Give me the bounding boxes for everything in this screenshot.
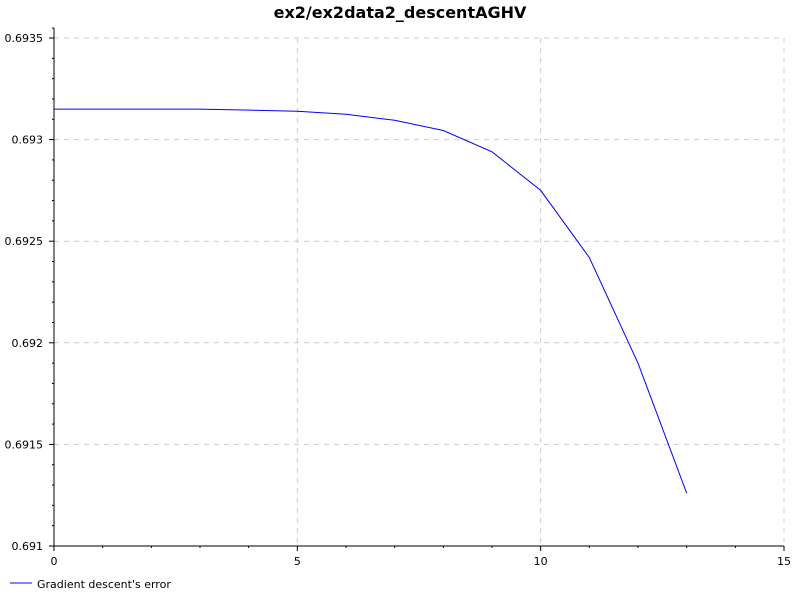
y-tick-label: 0.692 (12, 337, 44, 350)
legend-label: Gradient descent's error (37, 578, 171, 591)
x-tick-label: 5 (294, 555, 301, 568)
chart-title: ex2/ex2data2_descentAGHV (274, 3, 527, 22)
y-tick-label: 0.693 (12, 134, 44, 147)
x-tick-label: 15 (777, 555, 791, 568)
x-tick-label: 0 (51, 555, 58, 568)
axes (53, 28, 784, 547)
y-tick-label: 0.691 (12, 540, 44, 553)
y-tick-label: 0.6935 (5, 32, 44, 45)
series-line (54, 108, 688, 494)
legend: Gradient descent's error (10, 578, 171, 591)
grid (54, 37, 785, 546)
y-tick-label: 0.6925 (5, 235, 44, 248)
ticks: 0 5 10 15 0.691 0.6915 0.692 0.6925 0.693 0.6935 (5, 27, 791, 568)
x-tick-label: 10 (534, 555, 548, 568)
series-layer (54, 108, 688, 494)
y-tick-label: 0.6915 (5, 438, 44, 451)
